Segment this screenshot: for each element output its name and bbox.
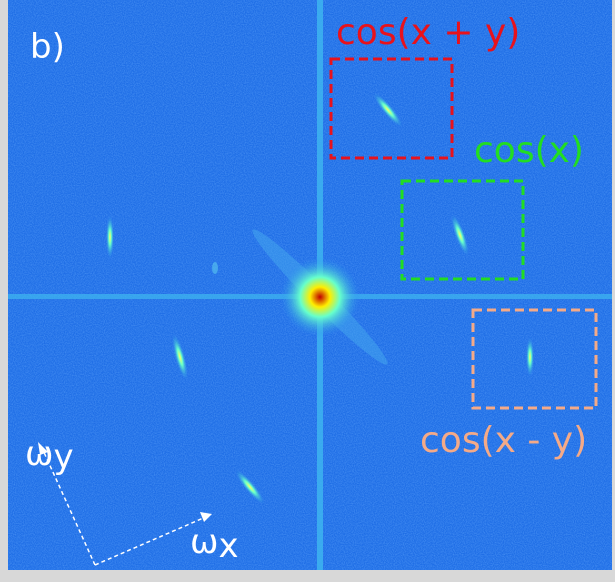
axis-symbol: ω [25,434,53,474]
axis-label-y: ωy [25,434,74,477]
axis-subscript: y [53,437,73,477]
box-label: cos(x + y) [336,12,520,53]
box-label: cos(x - y) [420,420,587,461]
axis-subscript: x [218,526,238,566]
axis-symbol: ω [190,522,218,562]
spectrum-image [8,0,612,570]
panel-label: b) [30,27,65,67]
figure: b) cos(x + y) cos(x) cos(x - y) ωy ωx [0,0,615,578]
box-label: cos(x) [474,130,584,171]
axis-label-x: ωx [190,522,239,566]
